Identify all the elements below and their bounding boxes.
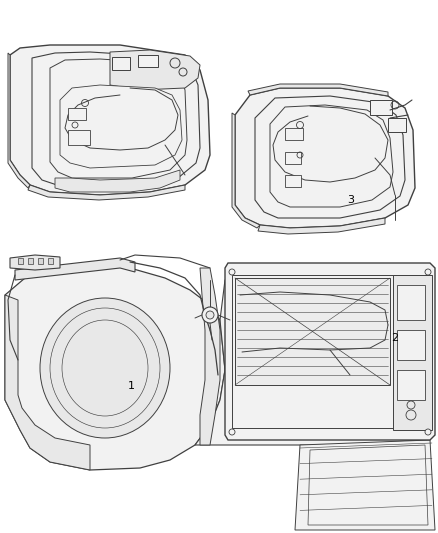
Bar bbox=[38, 258, 43, 264]
Polygon shape bbox=[235, 88, 415, 228]
Text: 2: 2 bbox=[391, 334, 398, 343]
Circle shape bbox=[202, 307, 218, 323]
Polygon shape bbox=[225, 263, 435, 440]
Polygon shape bbox=[28, 185, 185, 200]
Bar bbox=[68, 108, 86, 120]
Polygon shape bbox=[295, 440, 435, 530]
Circle shape bbox=[425, 429, 431, 435]
Polygon shape bbox=[248, 84, 388, 96]
Bar bbox=[112, 57, 130, 70]
Polygon shape bbox=[8, 53, 30, 188]
Bar bbox=[397, 330, 425, 360]
Bar bbox=[397, 285, 425, 320]
Polygon shape bbox=[10, 45, 210, 195]
Polygon shape bbox=[195, 275, 430, 445]
Circle shape bbox=[206, 311, 214, 319]
Bar bbox=[388, 118, 406, 132]
Circle shape bbox=[229, 269, 235, 275]
Bar bbox=[370, 100, 392, 115]
Polygon shape bbox=[232, 113, 260, 228]
Circle shape bbox=[425, 269, 431, 275]
Bar bbox=[18, 258, 23, 264]
Polygon shape bbox=[15, 258, 135, 280]
Text: 1: 1 bbox=[128, 382, 135, 391]
Polygon shape bbox=[10, 255, 60, 270]
Bar bbox=[28, 258, 33, 264]
Polygon shape bbox=[60, 85, 182, 168]
Polygon shape bbox=[258, 218, 385, 234]
Polygon shape bbox=[5, 295, 90, 470]
Circle shape bbox=[229, 429, 235, 435]
Bar bbox=[397, 370, 425, 400]
Bar bbox=[48, 258, 53, 264]
Polygon shape bbox=[5, 265, 225, 470]
Polygon shape bbox=[110, 50, 200, 90]
Bar bbox=[68, 130, 90, 145]
Polygon shape bbox=[393, 275, 432, 430]
Polygon shape bbox=[200, 268, 220, 445]
Ellipse shape bbox=[40, 298, 170, 438]
Bar bbox=[285, 128, 303, 140]
Bar bbox=[138, 55, 158, 67]
Polygon shape bbox=[55, 170, 180, 192]
Bar bbox=[285, 175, 301, 187]
Bar bbox=[285, 152, 301, 164]
Polygon shape bbox=[235, 278, 390, 385]
Text: 3: 3 bbox=[347, 195, 354, 205]
